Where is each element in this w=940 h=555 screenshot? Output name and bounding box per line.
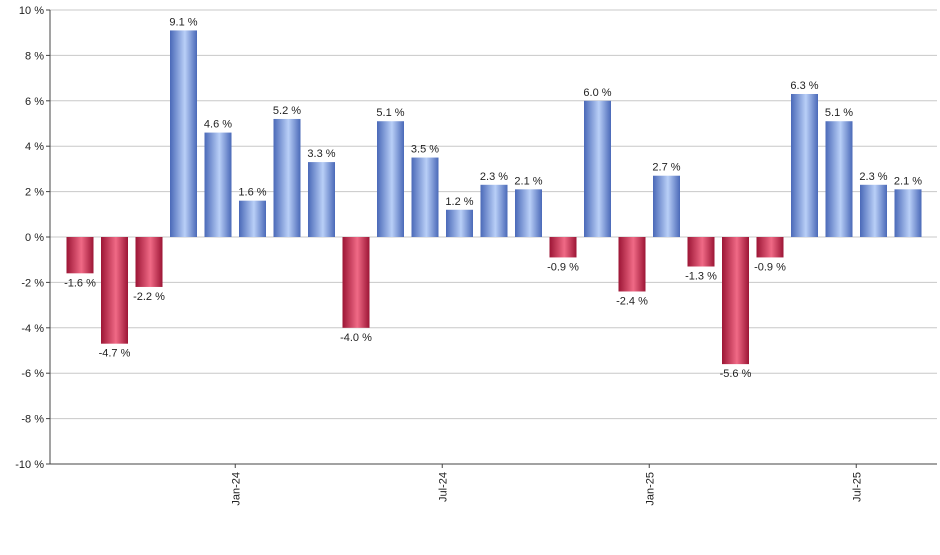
y-tick-label: -6 % [21, 368, 44, 380]
bar [308, 162, 335, 237]
bar-value-label: 6.0 % [583, 87, 611, 99]
bar [66, 237, 94, 274]
bar [618, 237, 646, 292]
bar-value-label: 3.5 % [411, 144, 439, 156]
bar-value-label: 3.3 % [307, 148, 335, 160]
y-tick-label: -4 % [21, 323, 44, 335]
bar [653, 175, 680, 237]
y-axis-tick-labels: -10 % -8 % -6 % -4 % -2 % 0 % 2 % 4 % 6 % 8 % 10 % [15, 5, 44, 471]
bar [549, 237, 577, 258]
y-tick-label: -10 % [15, 459, 44, 471]
bar-value-label: 9.1 % [169, 16, 197, 28]
bar [239, 200, 266, 237]
bar [515, 189, 542, 237]
bar-value-label: -0.9 % [754, 261, 786, 273]
bar-value-label: 5.2 % [273, 105, 301, 117]
bar [101, 237, 128, 344]
bar-value-label: 2.1 % [894, 175, 922, 187]
x-axis-tick-labels: Jan-24 Jul-24 Jan-25 Jul-25 [230, 472, 863, 506]
bar-value-label: 6.3 % [790, 80, 818, 92]
bar-value-label: 5.1 % [376, 107, 404, 119]
bar-value-label: 1.2 % [445, 196, 473, 208]
y-tick-label: 0 % [25, 232, 44, 244]
x-tick-label: Jan-24 [230, 472, 242, 506]
bar-value-label: 1.6 % [238, 187, 266, 199]
bar [273, 118, 301, 237]
bar-value-label: -4.7 % [99, 348, 131, 360]
bar [722, 237, 749, 365]
bars [66, 30, 922, 365]
y-tick-label: -8 % [21, 414, 44, 426]
bar-value-label: -1.6 % [64, 277, 96, 289]
y-tick-label: 6 % [25, 96, 44, 108]
bar [894, 189, 922, 237]
bar-value-label: -1.3 % [685, 271, 717, 283]
bar [584, 100, 611, 237]
bar-value-label: -5.6 % [720, 368, 752, 380]
bar [170, 30, 197, 238]
bar-value-label: -4.0 % [340, 332, 372, 344]
bar [687, 237, 715, 267]
bar [342, 237, 370, 328]
bar-value-label: -2.4 % [616, 295, 648, 307]
bar [756, 237, 784, 258]
x-tick-label: Jul-25 [851, 472, 863, 502]
bar-value-labels: -1.6 % -4.7 % -2.2 % 9.1 % 4.6 % 1.6 % 5.2 % 3.… [64, 16, 922, 380]
y-tick-label: -2 % [21, 277, 44, 289]
bar-value-label: -0.9 % [547, 261, 579, 273]
y-tick-label: 10 % [19, 5, 44, 17]
bar [135, 237, 163, 287]
y-tick-label: 8 % [25, 50, 44, 62]
bar [825, 121, 853, 237]
bar-value-label: 2.1 % [514, 175, 542, 187]
bar [204, 132, 232, 237]
y-tick-label: 2 % [25, 187, 44, 199]
bar-value-label: 2.3 % [480, 171, 508, 183]
bar [791, 93, 818, 238]
y-tick-label: 4 % [25, 141, 44, 153]
bar-value-label: 4.6 % [204, 119, 232, 131]
bar-value-label: 2.7 % [652, 162, 680, 174]
bar [377, 121, 404, 237]
axes [49, 10, 937, 468]
bar [860, 184, 887, 237]
bar-value-label: 5.1 % [825, 107, 853, 119]
bar [446, 209, 473, 237]
x-tick-label: Jul-24 [437, 472, 449, 502]
bar [411, 157, 439, 237]
bar-value-label: -2.2 % [133, 291, 165, 303]
bar [480, 184, 508, 237]
x-tick-label: Jan-25 [644, 472, 656, 506]
bar-value-label: 2.3 % [859, 171, 887, 183]
